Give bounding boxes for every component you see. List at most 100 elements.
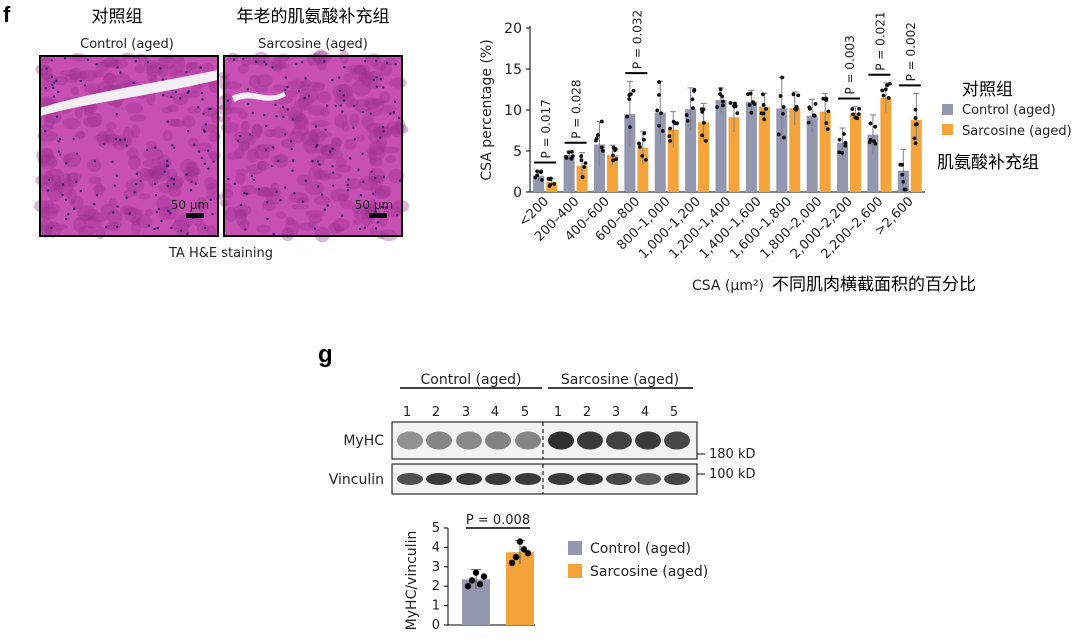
sarcosine-bar (698, 122, 710, 192)
fiber-shade (95, 133, 111, 141)
fiber-shade (351, 65, 368, 82)
fiber-shade (320, 107, 330, 117)
nucleus (79, 79, 82, 83)
sarcosine-bar (910, 119, 922, 192)
data-point (842, 132, 846, 136)
fiber-shade (45, 168, 65, 181)
data-point (594, 136, 599, 141)
nucleus (51, 84, 54, 87)
fiber-shade (262, 199, 277, 212)
fiber-shade (125, 102, 144, 114)
legend-control-swatch (942, 104, 953, 115)
fiber-shade (356, 133, 365, 142)
fiber-shade (84, 83, 101, 94)
data-point (703, 138, 708, 143)
marker-kd-label: 100 kD (709, 467, 755, 482)
data-point (715, 105, 720, 110)
fiber-shade (285, 219, 300, 235)
data-point (627, 97, 632, 101)
fiber-shade (263, 129, 277, 138)
nucleus (44, 129, 47, 133)
fiber-shade (63, 152, 82, 168)
panel-g-label: g (318, 341, 333, 368)
nucleus (206, 149, 210, 153)
fiber-shade (296, 197, 310, 204)
fiber-shade (37, 130, 58, 142)
data-point (780, 75, 785, 80)
data-point (569, 149, 574, 154)
nucleus (65, 162, 68, 165)
fiber-shade (298, 94, 313, 111)
fiber-shade (369, 157, 383, 167)
y-tick-label: 3 (432, 560, 440, 575)
data-point (564, 154, 568, 159)
fiber-shade (147, 167, 167, 177)
fiber-shade (66, 172, 82, 182)
nucleus (125, 144, 128, 147)
fiber-shade (143, 147, 164, 161)
fiber-shade (90, 212, 108, 223)
control-bar (745, 101, 757, 192)
data-point (794, 104, 799, 109)
nucleus (160, 219, 163, 223)
fiber-shade (77, 225, 97, 237)
fiber-shade (172, 94, 189, 106)
nucleus (363, 59, 367, 63)
fiber-shade (351, 203, 371, 215)
data-point (690, 97, 695, 102)
fiber-shade (237, 64, 249, 74)
blot-protein-label: Vinculin (329, 472, 384, 488)
fiber-shade (339, 199, 356, 209)
data-point (476, 581, 484, 588)
fiber-shade (335, 164, 352, 173)
nucleus (325, 104, 329, 107)
data-point (657, 123, 661, 128)
nucleus (170, 177, 173, 180)
data-point (613, 147, 618, 152)
data-point (660, 129, 665, 133)
fiber-shade (233, 209, 248, 220)
sarcosine-bar (819, 111, 831, 192)
fiber-shade (131, 124, 141, 139)
nucleus (185, 70, 188, 74)
nucleus (161, 78, 165, 81)
nucleus (349, 157, 352, 160)
fiber-shade (115, 73, 131, 89)
fiber-shade (35, 63, 51, 76)
nucleus (156, 226, 159, 230)
data-point (826, 109, 831, 114)
lane-number: 3 (612, 405, 620, 420)
data-point (782, 135, 786, 140)
fiber-shade (38, 223, 53, 238)
fiber-shade (224, 106, 244, 114)
fiber-shade (44, 199, 55, 209)
fiber-shade (43, 114, 55, 129)
scale-label-left: 50 μm (171, 198, 209, 212)
nucleus (45, 67, 48, 70)
nucleus (172, 183, 175, 186)
fiber-shade (123, 189, 138, 198)
fiber-shade (92, 184, 106, 193)
fiber-shade (142, 170, 163, 179)
nucleus (394, 63, 397, 66)
fiber-shade (342, 73, 353, 83)
nucleus (284, 88, 287, 92)
img-left-title: Control (aged) (80, 37, 174, 52)
fiber-shade (363, 97, 381, 110)
nucleus (331, 78, 334, 82)
x-axis-label: CSA (μm²) (692, 278, 764, 294)
fiber-shade (319, 143, 337, 156)
fiber-shade (304, 181, 325, 196)
nucleus (315, 145, 318, 148)
fiber-shade (254, 85, 269, 94)
nucleus (398, 116, 401, 120)
nucleus (373, 176, 377, 180)
data-point (611, 158, 615, 163)
control-bar (685, 109, 697, 192)
fiber-shade (315, 155, 325, 167)
data-point (685, 118, 690, 123)
p-value-label: P = 0.032 (630, 10, 644, 69)
fiber-shade (74, 104, 83, 119)
data-point (464, 583, 472, 590)
y-tick-label: 0 (513, 185, 522, 201)
